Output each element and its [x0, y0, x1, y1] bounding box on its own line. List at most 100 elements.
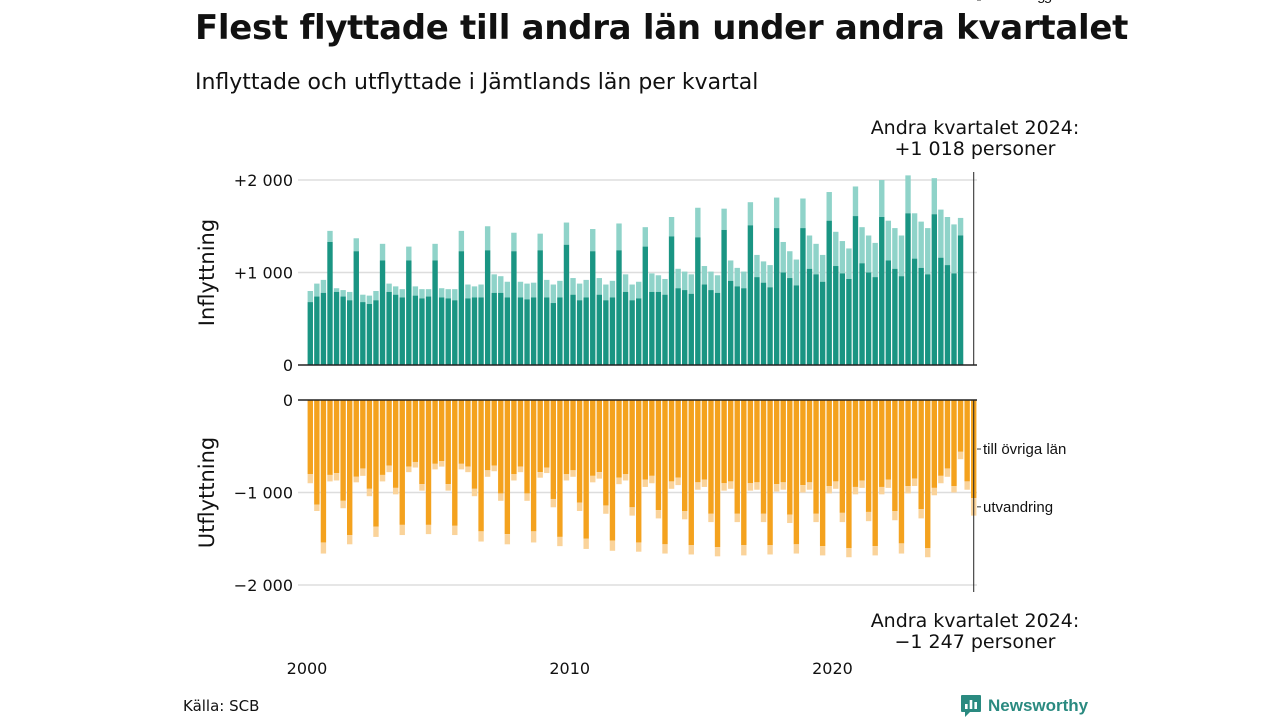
bar-inflow-immigration — [688, 274, 694, 294]
bar-outflow-other-counties — [576, 400, 583, 503]
bar-inflow-other-counties — [465, 298, 471, 365]
bar-outflow-other-counties — [649, 400, 655, 476]
bar-inflow-other-counties — [392, 294, 399, 365]
bar-inflow-other-counties — [701, 284, 708, 365]
bar-outflow-emigration — [386, 465, 392, 473]
bar-inflow-other-counties — [793, 285, 800, 365]
bar-outflow-emigration — [340, 500, 346, 509]
bar-outflow-emigration — [557, 536, 563, 547]
bar-inflow-immigration — [892, 228, 898, 269]
bar-outflow-other-counties — [366, 400, 373, 489]
bar-outflow-other-counties — [347, 400, 353, 536]
bar-outflow-emigration — [734, 513, 740, 523]
y-axis-title: Inflyttning — [195, 219, 219, 326]
bar-outflow-other-counties — [537, 400, 543, 473]
bar-outflow-emigration — [484, 470, 491, 477]
bar-outflow-other-counties — [636, 400, 642, 543]
bar-inflow-immigration — [721, 208, 727, 230]
bar-outflow-emigration — [859, 480, 865, 488]
outflow-bars — [307, 400, 977, 558]
bar-outflow-other-counties — [931, 400, 937, 488]
bar-outflow-emigration — [767, 545, 773, 555]
bar-inflow-immigration — [918, 221, 924, 268]
bar-inflow-other-counties — [491, 292, 497, 365]
bar-outflow-emigration — [885, 479, 892, 488]
bar-inflow-other-counties — [944, 265, 951, 365]
bar-inflow-immigration — [445, 289, 451, 299]
bar-inflow-other-counties — [879, 217, 885, 365]
bar-outflow-emigration — [918, 509, 924, 519]
bar-inflow-immigration — [938, 209, 944, 258]
bar-outflow-emigration — [708, 513, 714, 523]
bar-inflow-other-counties — [419, 298, 425, 365]
bar-inflow-immigration — [787, 251, 793, 279]
bar-outflow-emigration — [392, 487, 399, 495]
annotation-inflow-line1: Andra kvartalet 2024: — [871, 117, 1080, 139]
bar-outflow-emigration — [892, 511, 898, 521]
bar-outflow-other-counties — [478, 400, 484, 532]
brand-logo[interactable]: Newsworthy — [960, 693, 1088, 719]
bar-outflow-other-counties — [471, 400, 478, 489]
bar-outflow-other-counties — [465, 400, 471, 467]
chart-subtitle: Inflyttade och utflyttade i Jämtlands lä… — [195, 70, 759, 95]
bar-inflow-other-counties — [557, 297, 563, 365]
bar-outflow-emigration — [682, 511, 688, 520]
bar-inflow-other-counties — [596, 294, 602, 365]
bar-inflow-other-counties — [734, 286, 740, 365]
bar-outflow-other-counties — [760, 400, 767, 514]
bar-outflow-emigration — [826, 486, 832, 494]
bar-outflow-emigration — [379, 474, 386, 482]
bar-outflow-other-counties — [458, 400, 465, 464]
bar-inflow-immigration — [701, 266, 708, 285]
bar-inflow-immigration — [682, 271, 688, 291]
bar-outflow-emigration — [438, 461, 445, 467]
bar-outflow-other-counties — [425, 400, 432, 525]
bar-inflow-other-counties — [885, 260, 892, 365]
bar-outflow-emigration — [714, 547, 721, 557]
bar-inflow-immigration — [839, 241, 846, 274]
bar-inflow-immigration — [603, 284, 609, 301]
bar-inflow-other-counties — [760, 282, 767, 365]
bar-outflow-other-counties — [905, 400, 911, 487]
series-label-emigration: utvandring — [983, 499, 1053, 516]
bar-outflow-emigration — [366, 488, 373, 497]
y-tick-label: 0 — [283, 391, 293, 410]
y-tick-label: +1 000 — [234, 264, 293, 283]
bar-outflow-emigration — [603, 505, 609, 514]
bar-inflow-other-counties — [432, 260, 438, 365]
bar-outflow-other-counties — [892, 400, 898, 511]
bar-outflow-other-counties — [727, 400, 734, 482]
bar-inflow-immigration — [911, 213, 918, 259]
chart-title: Flest flyttade till andra län under andr… — [195, 8, 1129, 48]
bar-outflow-emigration — [465, 466, 471, 473]
bar-inflow-immigration — [649, 273, 655, 292]
bar-inflow-other-counties — [846, 278, 852, 365]
bar-inflow-immigration — [793, 259, 800, 286]
bar-inflow-immigration — [373, 291, 379, 301]
bar-outflow-emigration — [590, 475, 596, 483]
bar-outflow-other-counties — [642, 400, 648, 480]
bar-outflow-other-counties — [616, 400, 622, 478]
bar-inflow-other-counties — [931, 214, 937, 365]
bar-inflow-other-counties — [813, 274, 819, 365]
bar-outflow-emigration — [701, 479, 708, 487]
bar-outflow-other-counties — [787, 400, 793, 515]
bar-outflow-emigration — [938, 475, 944, 484]
bar-inflow-immigration — [452, 289, 458, 301]
x-tick-label: 2010 — [549, 659, 590, 678]
bar-outflow-other-counties — [484, 400, 491, 471]
bar-outflow-emigration — [833, 481, 839, 489]
bar-outflow-other-counties — [944, 400, 951, 469]
bar-outflow-emigration — [879, 486, 885, 495]
bar-inflow-immigration — [675, 268, 681, 289]
bar-inflow-other-counties — [767, 287, 773, 365]
bar-inflow-other-counties — [642, 246, 648, 365]
bar-outflow-emigration — [419, 484, 425, 491]
bar-outflow-emigration — [931, 487, 937, 496]
bar-inflow-other-counties — [708, 290, 714, 365]
bar-outflow-emigration — [944, 468, 951, 477]
bar-inflow-immigration — [590, 229, 596, 252]
bar-inflow-other-counties — [412, 295, 419, 365]
bar-outflow-emigration — [846, 548, 852, 558]
